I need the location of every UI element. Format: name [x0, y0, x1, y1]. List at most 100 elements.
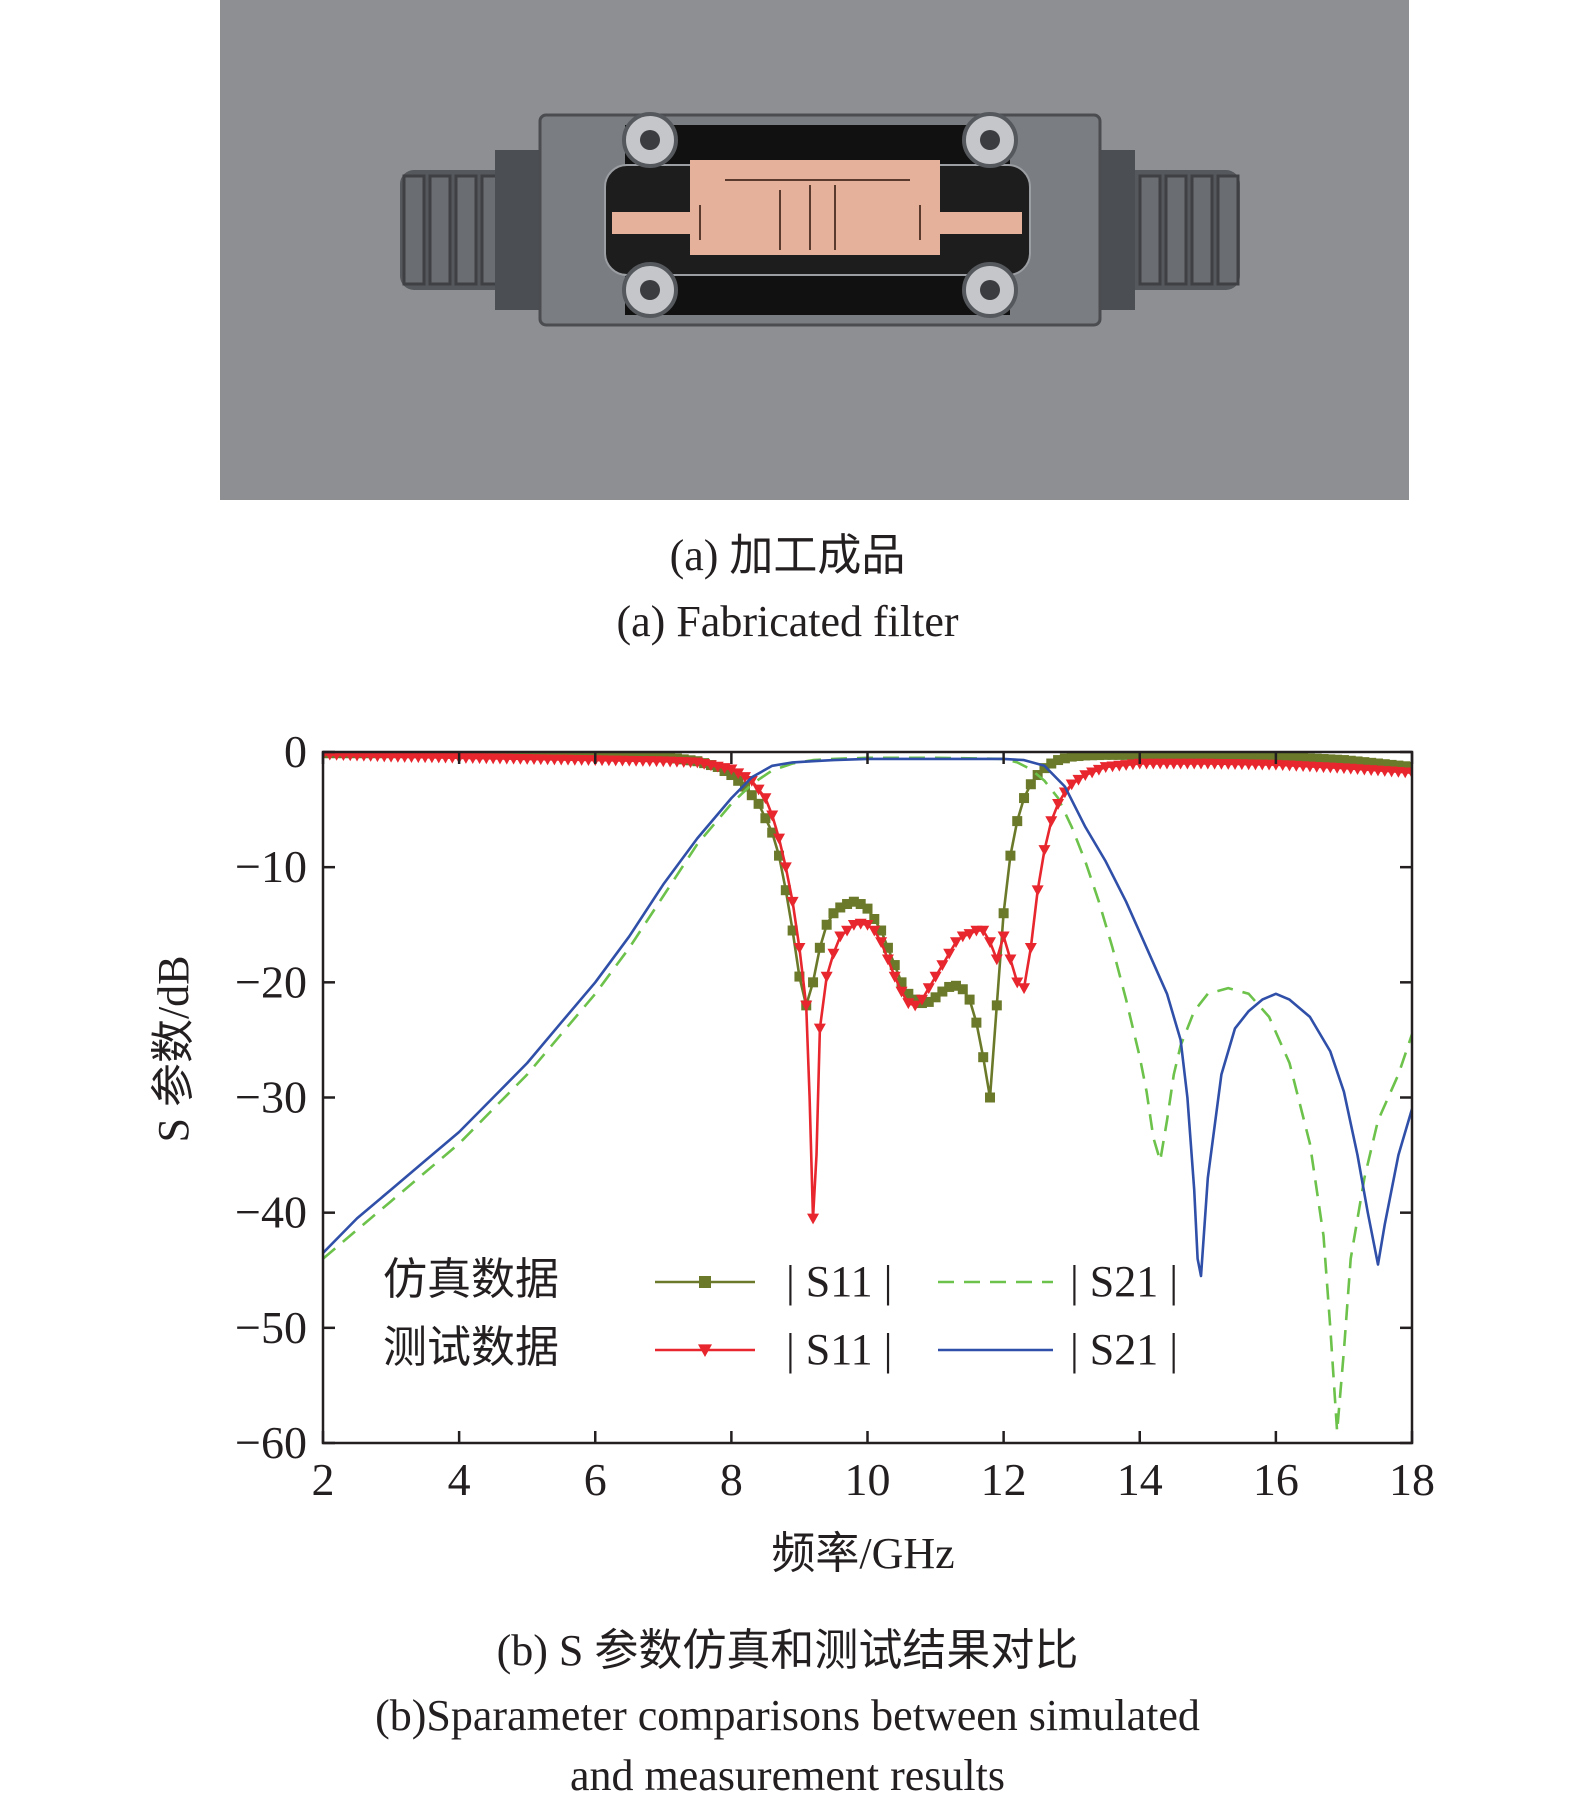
marker-meas-s11-102: [1011, 977, 1024, 989]
figure-b-caption-zh: (b) S 参数仿真和测试结果对比: [496, 1626, 1079, 1675]
marker-sim-s11-132: [1216, 752, 1227, 761]
marker-sim-s11-74: [821, 919, 832, 930]
marker-meas-s11-101: [1004, 954, 1017, 966]
marker-meas-s11-71: [800, 1000, 813, 1012]
y-tick-label-3: −30: [235, 1072, 307, 1123]
marker-meas-s11-81: [868, 925, 881, 937]
marker-sim-s11-89: [923, 996, 934, 1007]
marker-sim-s11-144: [1298, 752, 1309, 763]
marker-sim-s11-155: [1372, 758, 1383, 769]
marker-meas-s11-84: [888, 971, 901, 983]
marker-sim-s11-148: [1325, 754, 1336, 765]
marker-sim-s11-75: [828, 908, 839, 919]
marker-meas-s11-100: [997, 931, 1010, 943]
marker-meas-s11-106: [1038, 845, 1051, 856]
marker-meas-s11-85: [895, 986, 908, 998]
marker-sim-s11-90: [930, 992, 941, 1003]
marker-sim-s11-153: [1359, 757, 1370, 768]
marker-sim-s11-137: [1250, 752, 1261, 762]
x-tick-label-2: 6: [584, 1454, 607, 1505]
marker-meas-s11-112: [1079, 770, 1092, 782]
marker-sim-s11-123: [1155, 752, 1166, 761]
figure-b-caption-en-line1: (b)Sparameter comparisons between simula…: [375, 1691, 1200, 1740]
marker-sim-s11-151: [1345, 755, 1356, 766]
marker-meas-s11-5: [351, 752, 363, 762]
figure-b-caption-en-line2: and measurement results: [570, 1751, 1005, 1800]
marker-sim-s11-157: [1386, 759, 1397, 770]
marker-sim-s11-114: [1093, 752, 1104, 761]
marker-sim-s11-85: [896, 977, 907, 988]
y-tick-label-1: −10: [235, 841, 307, 892]
marker-sim-s11-97: [978, 1052, 989, 1063]
marker-sim-s11-106: [1039, 763, 1050, 774]
marker-sim-s11-138: [1257, 752, 1268, 762]
marker-meas-s11-105: [1031, 885, 1044, 897]
marker-meas-s11-67: [773, 833, 786, 845]
marker-meas-s11-98: [984, 937, 997, 949]
marker-sim-s11-141: [1277, 752, 1288, 762]
marker-sim-s11-159: [1400, 761, 1411, 772]
marker-meas-s11-104: [1024, 942, 1037, 954]
marker-sim-s11-107: [1046, 758, 1057, 769]
marker-sim-s11-139: [1264, 752, 1275, 762]
y-tick-label-6: −60: [235, 1417, 307, 1468]
marker-sim-s11-94: [957, 984, 968, 995]
marker-sim-s11-150: [1338, 755, 1349, 766]
marker-sim-s11-61: [733, 775, 744, 786]
marker-sim-s11-117: [1114, 752, 1125, 760]
marker-meas-s11-88: [915, 994, 928, 1006]
y-tick-label-0: 0: [284, 726, 307, 777]
y-tick-label-4: −40: [235, 1187, 307, 1238]
tick-layer: 2 4 6 8 10 12 14 16 18 0 −10 −20 −30 −40 −50 −60: [235, 726, 1435, 1505]
marker-sim-s11-110: [1066, 752, 1077, 762]
marker-sim-s11-95: [964, 994, 975, 1005]
marker-sim-s11-112: [1080, 752, 1091, 761]
marker-sim-s11-93: [950, 980, 961, 991]
figure-a-caption-en: (a) Fabricated filter: [616, 597, 959, 646]
series-line-2: [323, 753, 1412, 1220]
marker-sim-s11-156: [1379, 759, 1390, 770]
marker-sim-s11-130: [1202, 752, 1213, 761]
marker-sim-s11-116: [1107, 752, 1118, 760]
marker-sim-s11-62: [739, 781, 750, 792]
marker-sim-s11-127: [1182, 752, 1193, 761]
marker-sim-s11-154: [1366, 757, 1377, 768]
marker-sim-s11-72: [808, 977, 819, 988]
legend: 仿真数据 测试数据 | S11 | | S21 | | S11 | | S21 |: [383, 1255, 1178, 1374]
marker-meas-s11-92: [943, 948, 956, 960]
marker-sim-s11-119: [1127, 752, 1138, 760]
marker-sim-s11-82: [876, 925, 887, 936]
marker-sim-s11-142: [1284, 752, 1295, 763]
x-tick-label-8: 18: [1389, 1454, 1435, 1505]
marker-meas-s11-93: [949, 937, 962, 949]
marker-sim-s11-104: [1025, 779, 1036, 790]
marker-meas-s11-82: [875, 937, 888, 949]
marker-sim-s11-70: [794, 971, 805, 982]
x-tick-label-1: 4: [448, 1454, 471, 1505]
marker-meas-s11-111: [1072, 774, 1085, 786]
series-line-1: [323, 756, 1412, 1433]
series-line-3: [323, 757, 1412, 1278]
marker-sim-s11-133: [1223, 752, 1234, 761]
marker-sim-s11-76: [835, 902, 846, 913]
x-tick-label-7: 16: [1253, 1454, 1299, 1505]
marker-sim-s11-99: [991, 1000, 1002, 1011]
x-tick-label-0: 2: [312, 1454, 335, 1505]
s-parameter-chart: 2 4 6 8 10 12 14 16 18 0 −10 −20 −30 −40 −50 −60 频率/GHz…: [149, 726, 1435, 1578]
marker-sim-s11-118: [1121, 752, 1132, 760]
marker-meas-s11-1: [325, 752, 335, 761]
marker-meas-s11-61: [732, 768, 745, 780]
marker-sim-s11-63: [746, 790, 757, 801]
marker-sim-s11-113: [1087, 752, 1098, 761]
marker-meas-s11-97: [977, 925, 990, 937]
marker-meas-s11-75: [827, 948, 840, 960]
marker-meas-s11-114: [1092, 764, 1105, 776]
marker-meas-s11-110: [1065, 779, 1078, 791]
series-layer: [323, 752, 1412, 1433]
marker-meas-s11-72: [807, 1213, 820, 1225]
marker-sim-s11-109: [1059, 753, 1070, 764]
marker-sim-s11-122: [1148, 752, 1159, 760]
marker-sim-s11-111: [1073, 752, 1084, 762]
marker-sim-s11-136: [1243, 752, 1254, 762]
marker-sim-s11-83: [882, 942, 893, 953]
